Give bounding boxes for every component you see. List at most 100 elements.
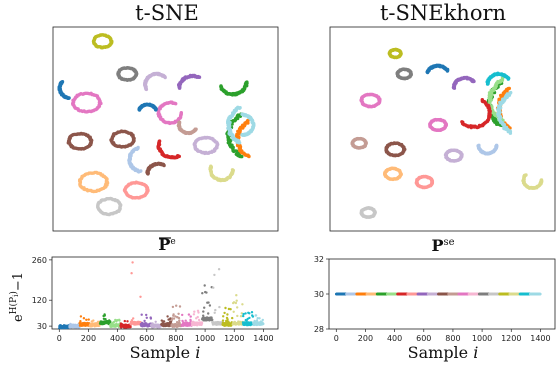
sample-point <box>236 306 239 309</box>
sample-point <box>248 312 251 315</box>
sample-point <box>130 272 133 275</box>
sample-point <box>232 310 235 313</box>
sample-point <box>181 313 184 317</box>
sample-point <box>200 321 204 325</box>
cluster-0 <box>71 91 103 114</box>
cluster-13 <box>177 73 202 90</box>
embedding-point <box>430 179 434 184</box>
y-tick-label: 30 <box>314 290 324 299</box>
sample-point <box>140 313 143 316</box>
cluster-11 <box>226 105 242 145</box>
sample-point <box>92 319 95 322</box>
cluster-14 <box>156 139 181 160</box>
cluster-2 <box>78 170 110 194</box>
cluster-16 <box>425 63 450 75</box>
sample-point <box>162 320 166 323</box>
sample-point <box>192 313 196 316</box>
embedding-point <box>234 152 238 156</box>
sample-point <box>171 305 175 309</box>
sample-point <box>207 301 210 304</box>
embedding-point <box>524 173 528 177</box>
y-tick-label: 28 <box>314 325 324 334</box>
embedding-point <box>136 145 140 150</box>
sample-point <box>254 314 258 317</box>
sample-point <box>223 311 226 315</box>
sample-point <box>239 315 243 318</box>
sample-point <box>236 314 239 318</box>
cluster-5 <box>116 66 139 83</box>
embedding-point <box>145 187 149 192</box>
cluster-6 <box>91 33 114 50</box>
embedding-point <box>472 79 476 84</box>
sample-point <box>143 319 146 323</box>
embedding-point <box>197 75 202 79</box>
cluster-8 <box>383 166 403 182</box>
sample-point <box>231 316 234 320</box>
cluster-23 <box>145 161 166 176</box>
sample-point <box>234 301 238 305</box>
embedding-point <box>118 204 123 208</box>
sample-point <box>126 320 129 323</box>
x-tick-label: 400 <box>387 334 402 343</box>
sample-point <box>172 313 175 316</box>
x-tick-label: 1000 <box>195 334 215 343</box>
sample-point <box>196 315 199 319</box>
embedding-point <box>399 51 403 55</box>
sample-point <box>131 261 134 264</box>
sample-point <box>251 315 255 318</box>
sample-point <box>212 286 215 289</box>
sample-point <box>248 316 251 320</box>
cluster-19 <box>57 80 71 101</box>
sample-point <box>129 325 132 329</box>
cluster-15 <box>219 80 249 97</box>
left-ylabel: eH(Pi)−1 <box>8 272 26 322</box>
sample-point <box>193 310 196 313</box>
cluster-16 <box>240 112 256 137</box>
embedding-point <box>460 153 464 157</box>
cluster-5 <box>428 117 448 132</box>
sample-point <box>178 319 181 322</box>
left-xlabel: Sample i <box>130 343 201 362</box>
cluster-1 <box>66 131 94 151</box>
sample-point <box>166 315 169 318</box>
sample-point <box>217 268 221 271</box>
sample-point <box>197 318 201 322</box>
sample-point <box>177 312 180 315</box>
embedding-point <box>104 179 109 183</box>
sample-point <box>258 317 261 320</box>
embedding-point <box>109 39 113 43</box>
cluster-0 <box>359 92 382 109</box>
embedding-point <box>98 99 102 104</box>
embedding-point <box>378 98 382 102</box>
tsnekhorn-plot <box>329 26 556 232</box>
embedding-point <box>509 90 513 95</box>
sample-point <box>229 308 232 311</box>
x-tick-label: 600 <box>416 334 431 343</box>
sample-point <box>221 319 225 322</box>
tsnekhorn-title: t-SNEkhorn <box>380 1 506 25</box>
cluster-9 <box>359 206 377 219</box>
x-tick-label: 0 <box>334 334 339 343</box>
embedding-point <box>157 139 162 143</box>
sample-point <box>213 273 216 277</box>
x-tick-label: 600 <box>139 334 154 343</box>
sample-point <box>145 313 148 317</box>
sample-point <box>104 318 107 321</box>
x-tick-label: 200 <box>358 334 373 343</box>
cluster-2 <box>350 136 368 150</box>
sample-point <box>244 312 247 315</box>
embedding-point <box>238 106 242 110</box>
sample-point <box>154 320 157 323</box>
embedding-point <box>219 84 223 88</box>
tsne-plot <box>52 26 279 232</box>
pse-title: Pse <box>431 236 454 255</box>
sample-point <box>224 306 227 310</box>
y-tick-label: 120 <box>32 296 47 305</box>
sample-point <box>218 305 221 309</box>
sample-point <box>214 308 217 312</box>
sample-point <box>123 319 127 323</box>
sample-point <box>87 318 90 321</box>
cluster-21 <box>176 120 198 136</box>
embedding-point <box>154 108 158 112</box>
